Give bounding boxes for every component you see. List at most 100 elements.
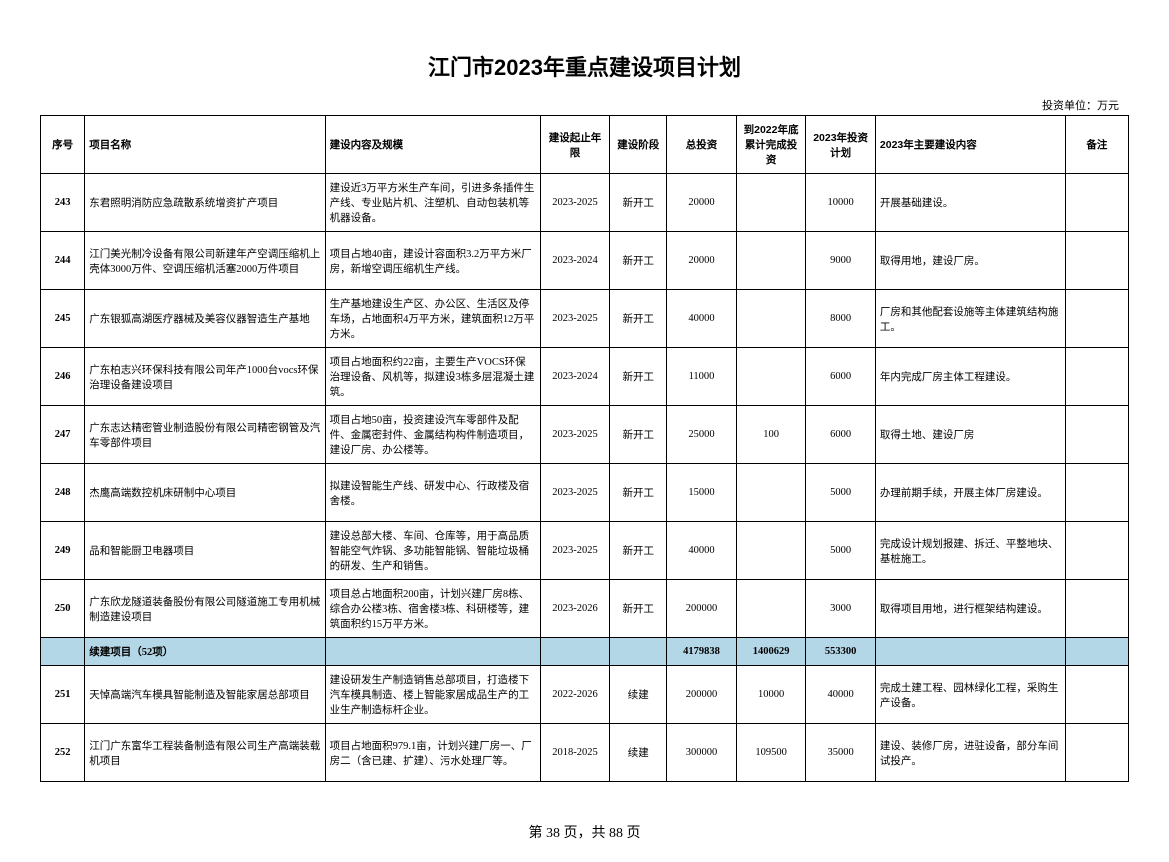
cell-remark bbox=[1065, 666, 1128, 724]
cell-phase: 新开工 bbox=[610, 290, 667, 348]
cell-period: 2023-2025 bbox=[540, 464, 610, 522]
cell-main2023: 办理前期手续，开展主体厂房建设。 bbox=[875, 464, 1065, 522]
cell-period: 2018-2025 bbox=[540, 724, 610, 782]
cell-plan2023: 6000 bbox=[806, 348, 876, 406]
cell-seq bbox=[41, 638, 85, 666]
table-row: 245广东银狐高湖医疗器械及美容仪器智造生产基地生产基地建设生产区、办公区、生活… bbox=[41, 290, 1129, 348]
unit-note: 投资单位：万元 bbox=[40, 97, 1129, 113]
cell-name: 广东银狐高湖医疗器械及美容仪器智造生产基地 bbox=[85, 290, 325, 348]
cell-plan2023: 40000 bbox=[806, 666, 876, 724]
cell-name: 江门广东富华工程装备制造有限公司生产高端装载机项目 bbox=[85, 724, 325, 782]
cell-name: 品和智能厨卫电器项目 bbox=[85, 522, 325, 580]
cell-remark bbox=[1065, 522, 1128, 580]
cell-remark bbox=[1065, 406, 1128, 464]
cell-plan2023: 5000 bbox=[806, 522, 876, 580]
cell-content: 拟建设智能生产线、研发中心、行政楼及宿舍楼。 bbox=[325, 464, 540, 522]
cell-main2023: 取得土地、建设厂房 bbox=[875, 406, 1065, 464]
table-row: 247广东志达精密管业制造股份有限公司精密钢管及汽车零部件项目项目占地50亩，投… bbox=[41, 406, 1129, 464]
cell-plan2023: 5000 bbox=[806, 464, 876, 522]
cell-main2023: 取得用地，建设厂房。 bbox=[875, 232, 1065, 290]
cell-total: 200000 bbox=[667, 580, 737, 638]
cell-main2023: 取得项目用地，进行框架结构建设。 bbox=[875, 580, 1065, 638]
cell-name: 广东欣龙隧道装备股份有限公司隧道施工专用机械制造建设项目 bbox=[85, 580, 325, 638]
header-total: 总投资 bbox=[667, 116, 737, 174]
cell-period: 2023-2025 bbox=[540, 406, 610, 464]
cell-content: 生产基地建设生产区、办公区、生活区及停车场，占地面积4万平方米，建筑面积12万平… bbox=[325, 290, 540, 348]
cell-remark bbox=[1065, 464, 1128, 522]
table-row: 252江门广东富华工程装备制造有限公司生产高端装载机项目项目占地面积979.1亩… bbox=[41, 724, 1129, 782]
cell-name: 江门美光制冷设备有限公司新建年产空调压缩机上壳体3000万件、空调压缩机活塞20… bbox=[85, 232, 325, 290]
cell-phase: 新开工 bbox=[610, 580, 667, 638]
cell-plan2023: 9000 bbox=[806, 232, 876, 290]
cell-phase: 新开工 bbox=[610, 522, 667, 580]
cell-phase bbox=[610, 638, 667, 666]
cell-phase: 新开工 bbox=[610, 348, 667, 406]
cell-remark bbox=[1065, 638, 1128, 666]
cell-main2023 bbox=[875, 638, 1065, 666]
project-table: 序号 项目名称 建设内容及规模 建设起止年限 建设阶段 总投资 到2022年底累… bbox=[40, 115, 1129, 782]
cell-acc2022 bbox=[736, 174, 806, 232]
cell-phase: 新开工 bbox=[610, 464, 667, 522]
cell-remark bbox=[1065, 174, 1128, 232]
cell-remark bbox=[1065, 290, 1128, 348]
cell-total: 20000 bbox=[667, 174, 737, 232]
cell-acc2022 bbox=[736, 464, 806, 522]
cell-total: 40000 bbox=[667, 522, 737, 580]
cell-content bbox=[325, 638, 540, 666]
cell-plan2023: 35000 bbox=[806, 724, 876, 782]
cell-total: 15000 bbox=[667, 464, 737, 522]
cell-seq: 246 bbox=[41, 348, 85, 406]
cell-main2023: 建设、装修厂房，进驻设备，部分车间试投产。 bbox=[875, 724, 1065, 782]
table-row: 246广东柏志兴环保科技有限公司年产1000台vocs环保治理设备建设项目项目占… bbox=[41, 348, 1129, 406]
cell-phase: 续建 bbox=[610, 724, 667, 782]
header-content: 建设内容及规模 bbox=[325, 116, 540, 174]
cell-period: 2023-2024 bbox=[540, 348, 610, 406]
cell-period: 2023-2026 bbox=[540, 580, 610, 638]
table-row: 251天悼高端汽车模具智能制造及智能家居总部项目建设研发生产制造销售总部项目，打… bbox=[41, 666, 1129, 724]
cell-name: 广东志达精密管业制造股份有限公司精密钢管及汽车零部件项目 bbox=[85, 406, 325, 464]
cell-seq: 251 bbox=[41, 666, 85, 724]
table-row: 250广东欣龙隧道装备股份有限公司隧道施工专用机械制造建设项目项目总占地面积20… bbox=[41, 580, 1129, 638]
cell-total: 300000 bbox=[667, 724, 737, 782]
header-remark: 备注 bbox=[1065, 116, 1128, 174]
cell-remark bbox=[1065, 724, 1128, 782]
cell-phase: 新开工 bbox=[610, 406, 667, 464]
cell-period: 2023-2025 bbox=[540, 522, 610, 580]
cell-seq: 249 bbox=[41, 522, 85, 580]
cell-seq: 252 bbox=[41, 724, 85, 782]
page-title: 江门市2023年重点建设项目计划 bbox=[40, 50, 1129, 82]
cell-plan2023: 553300 bbox=[806, 638, 876, 666]
cell-content: 项目占地面积约22亩，主要生产VOCS环保治理设备、风机等，拟建设3栋多层混凝土… bbox=[325, 348, 540, 406]
cell-acc2022: 1400629 bbox=[736, 638, 806, 666]
cell-name: 续建项目（52项） bbox=[85, 638, 325, 666]
cell-main2023: 厂房和其他配套设施等主体建筑结构施工。 bbox=[875, 290, 1065, 348]
cell-period: 2022-2026 bbox=[540, 666, 610, 724]
cell-phase: 新开工 bbox=[610, 232, 667, 290]
cell-total: 4179838 bbox=[667, 638, 737, 666]
cell-seq: 248 bbox=[41, 464, 85, 522]
cell-content: 项目总占地面积200亩，计划兴建厂房8栋、综合办公楼3栋、宿舍楼3栋、科研楼等，… bbox=[325, 580, 540, 638]
cell-remark bbox=[1065, 580, 1128, 638]
cell-name: 广东柏志兴环保科技有限公司年产1000台vocs环保治理设备建设项目 bbox=[85, 348, 325, 406]
cell-plan2023: 8000 bbox=[806, 290, 876, 348]
header-acc2022: 到2022年底累计完成投资 bbox=[736, 116, 806, 174]
cell-name: 东君照明消防应急疏散系统增资扩产项目 bbox=[85, 174, 325, 232]
cell-content: 建设近3万平方米生产车间，引进多条插件生产线、专业贴片机、注塑机、自动包装机等机… bbox=[325, 174, 540, 232]
cell-content: 建设总部大楼、车间、仓库等，用于高品质智能空气炸锅、多功能智能锅、智能垃圾桶的研… bbox=[325, 522, 540, 580]
cell-total: 11000 bbox=[667, 348, 737, 406]
page-footer: 第 38 页，共 88 页 bbox=[40, 822, 1129, 842]
cell-main2023: 完成设计规划报建、拆迁、平整地块、基桩施工。 bbox=[875, 522, 1065, 580]
cell-acc2022 bbox=[736, 348, 806, 406]
cell-plan2023: 3000 bbox=[806, 580, 876, 638]
header-main2023: 2023年主要建设内容 bbox=[875, 116, 1065, 174]
table-row: 249品和智能厨卫电器项目建设总部大楼、车间、仓库等，用于高品质智能空气炸锅、多… bbox=[41, 522, 1129, 580]
cell-period: 2023-2025 bbox=[540, 174, 610, 232]
cell-seq: 243 bbox=[41, 174, 85, 232]
header-seq: 序号 bbox=[41, 116, 85, 174]
cell-acc2022 bbox=[736, 232, 806, 290]
table-row: 续建项目（52项） 41798381400629553300 bbox=[41, 638, 1129, 666]
cell-remark bbox=[1065, 232, 1128, 290]
cell-name: 杰鹰高端数控机床研制中心项目 bbox=[85, 464, 325, 522]
cell-content: 项目占地面积979.1亩，计划兴建厂房一、厂房二（含已建、扩建）、污水处理厂等。 bbox=[325, 724, 540, 782]
cell-period: 2023-2024 bbox=[540, 232, 610, 290]
